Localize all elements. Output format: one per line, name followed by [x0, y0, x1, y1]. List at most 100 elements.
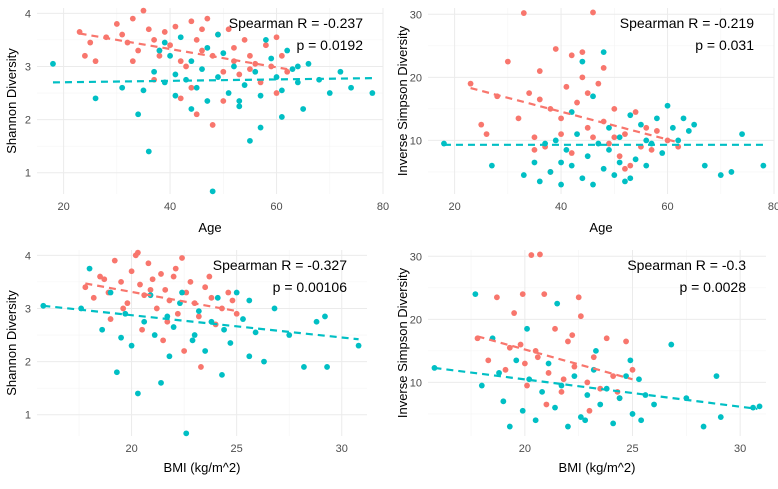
data-point: [241, 36, 248, 43]
y-axis-title: Shannon Diversity: [4, 290, 19, 396]
data-point: [118, 334, 124, 341]
data-point: [199, 66, 205, 73]
data-point: [156, 52, 163, 59]
data-point: [221, 326, 227, 333]
data-point: [568, 150, 575, 156]
series-2: [50, 31, 376, 195]
data-point: [145, 148, 152, 155]
data-point: [198, 364, 204, 370]
data-point: [113, 21, 120, 27]
data-point: [86, 265, 93, 272]
data-point: [590, 93, 596, 100]
data-point: [119, 84, 126, 91]
data-point: [225, 26, 232, 33]
data-point: [593, 347, 599, 354]
data-point: [563, 146, 570, 153]
data-point: [145, 26, 152, 33]
data-point: [504, 58, 511, 65]
series-2: [431, 291, 763, 430]
y-axis-title: Inverse Simpson Diversity: [395, 267, 410, 418]
data-point: [229, 297, 236, 304]
data-point: [595, 80, 602, 87]
data-point: [590, 354, 597, 361]
data-point: [167, 52, 173, 59]
data-point: [300, 106, 307, 112]
data-point: [584, 153, 591, 160]
data-point: [199, 47, 205, 54]
data-point: [543, 401, 550, 408]
data-point: [531, 159, 538, 166]
data-point: [531, 134, 538, 141]
data-point: [558, 388, 565, 395]
data-point: [301, 364, 307, 370]
data-point: [179, 255, 185, 261]
data-point: [627, 112, 634, 119]
data-point: [162, 286, 169, 293]
data-point: [151, 36, 158, 43]
data-point: [643, 137, 650, 144]
data-point: [616, 153, 623, 160]
series-1: [467, 9, 682, 175]
data-point: [506, 344, 513, 351]
data-point: [101, 276, 108, 283]
data-point: [183, 430, 190, 437]
data-point: [122, 310, 129, 317]
data-point: [493, 294, 500, 301]
data-point: [305, 60, 312, 67]
data-point: [177, 95, 184, 102]
data-point: [225, 289, 232, 296]
data-point: [225, 90, 232, 96]
data-point: [520, 172, 527, 178]
data-point: [214, 294, 221, 301]
data-point: [284, 68, 291, 75]
data-point: [558, 159, 564, 166]
data-point: [252, 68, 259, 75]
data-point: [632, 109, 639, 115]
series-1: [76, 7, 291, 128]
data-point: [257, 124, 264, 131]
trend-line-1: [85, 282, 237, 313]
data-point: [151, 332, 158, 338]
data-point: [187, 278, 194, 285]
y-tick-label: 3: [25, 303, 31, 315]
data-point: [638, 121, 644, 128]
data-point: [565, 338, 571, 345]
data-point: [215, 31, 221, 38]
data-point: [488, 162, 495, 169]
data-point: [134, 390, 141, 397]
data-point: [294, 63, 301, 70]
data-point: [547, 169, 554, 175]
data-point: [153, 305, 160, 312]
data-point: [629, 366, 636, 373]
spearman-r-label: Spearman R = -0.327: [213, 257, 347, 273]
data-point: [99, 326, 106, 333]
p-value-label: p = 0.00106: [273, 279, 348, 295]
data-point: [584, 124, 591, 131]
data-point: [590, 9, 596, 16]
data-point: [202, 348, 209, 354]
data-point: [134, 249, 141, 256]
data-point: [172, 92, 179, 99]
data-point: [120, 305, 127, 312]
data-point: [545, 360, 552, 367]
data-point: [558, 131, 564, 138]
data-point: [50, 60, 56, 67]
data-point: [502, 366, 509, 373]
data-point: [204, 98, 211, 104]
data-point: [193, 111, 200, 118]
data-point: [294, 79, 301, 86]
x-tick-label: 30: [734, 443, 746, 455]
spearman-r-label: Spearman R = -0.219: [620, 15, 754, 31]
data-point: [97, 273, 103, 280]
data-point: [87, 39, 94, 46]
series-2: [441, 49, 767, 188]
data-point: [119, 31, 126, 38]
data-point: [513, 357, 520, 364]
data-point: [515, 115, 522, 122]
data-point: [172, 23, 179, 30]
data-point: [554, 300, 561, 307]
data-point: [189, 337, 196, 344]
data-point: [107, 316, 114, 322]
series-1: [474, 251, 636, 414]
data-point: [322, 313, 328, 320]
